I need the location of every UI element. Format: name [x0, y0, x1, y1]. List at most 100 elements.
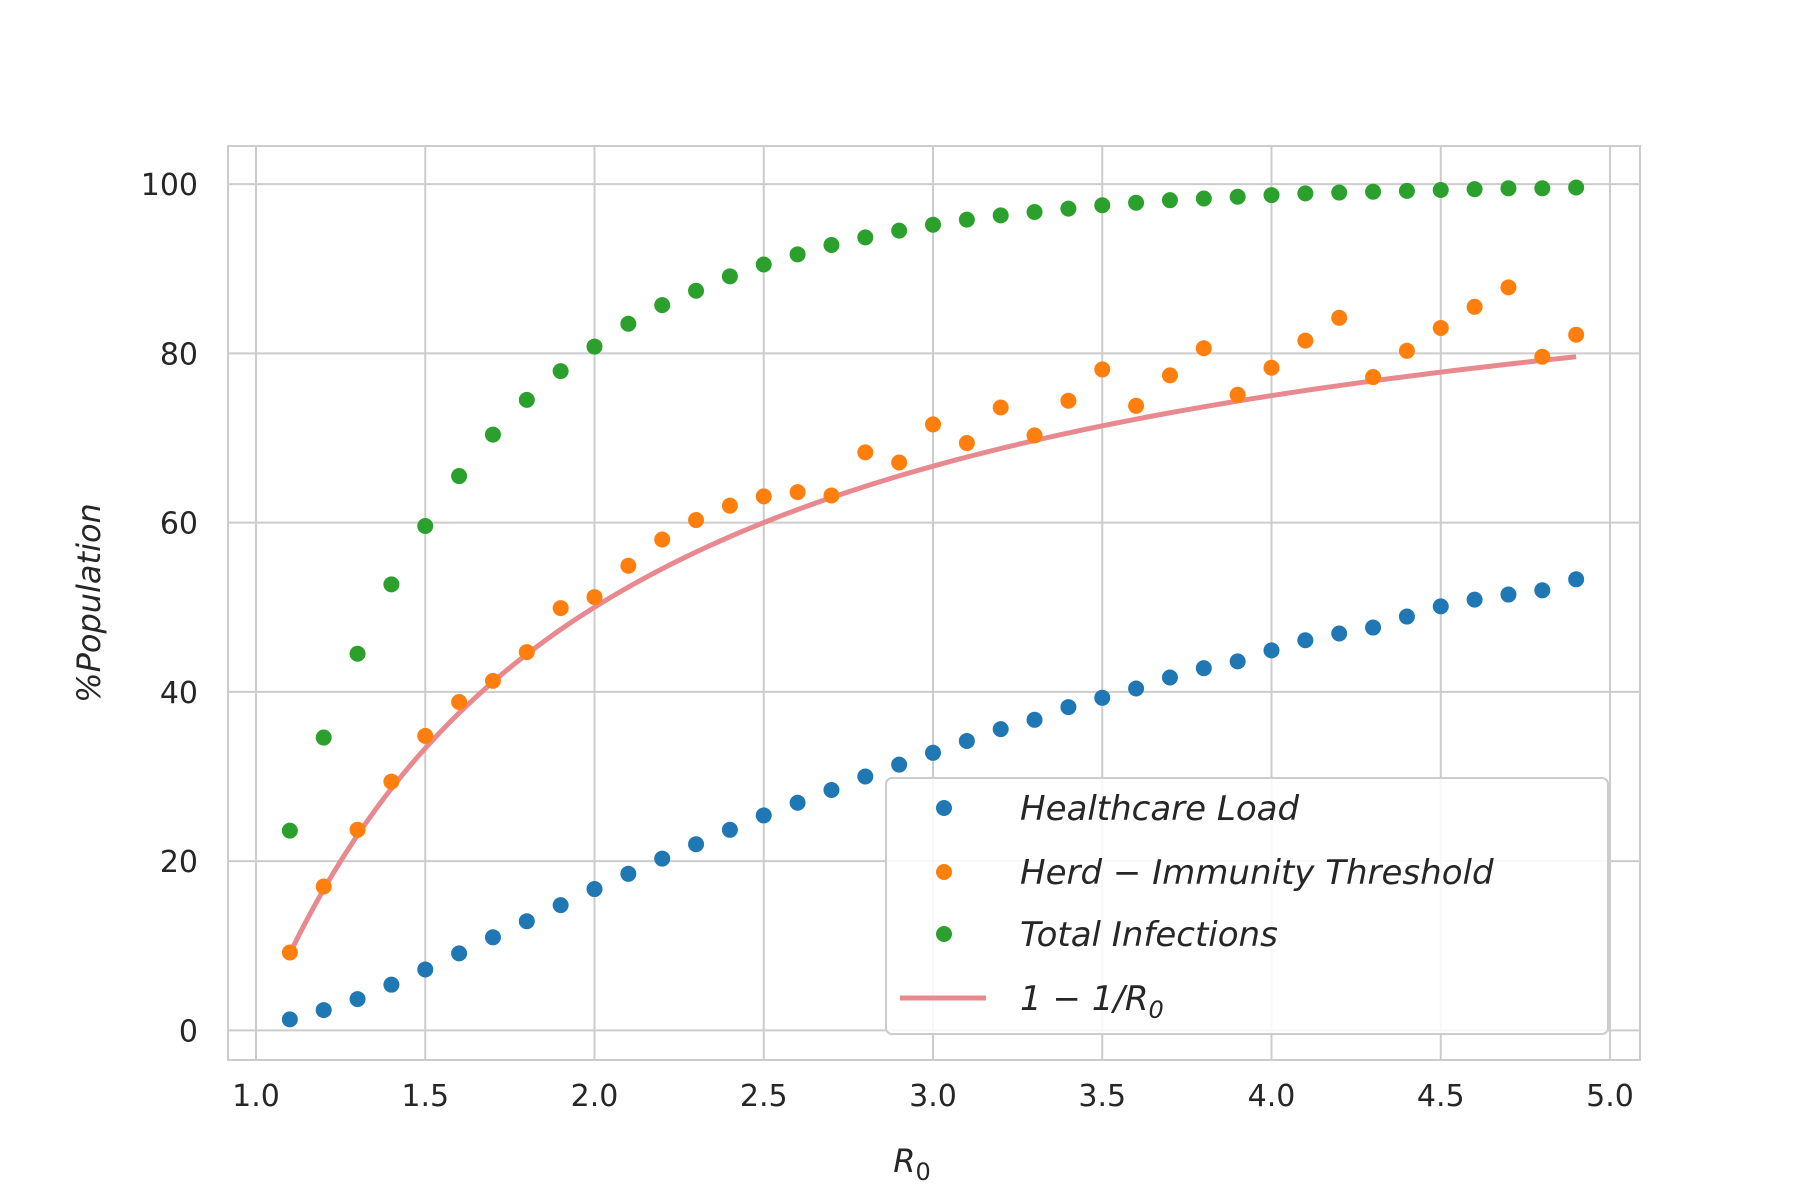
point-healthcare-load [1094, 689, 1111, 706]
point-healthcare-load [383, 976, 400, 993]
y-axis-label: %Population [70, 503, 108, 703]
point-total-infections [688, 282, 705, 299]
series-points-group [281, 179, 1585, 1028]
point-herd-immunity-threshold [1229, 386, 1246, 403]
y-tick-label: 60 [160, 507, 198, 542]
point-total-infections [1331, 184, 1348, 201]
point-healthcare-load [1534, 582, 1551, 599]
legend-marker-healthcare-load [936, 800, 952, 816]
point-healthcare-load [1331, 625, 1348, 642]
point-healthcare-load [721, 821, 738, 838]
point-total-infections [1500, 180, 1517, 197]
x-tick-label: 4.0 [1248, 1079, 1296, 1114]
x-tick-labels: 1.0 1.5 2.0 2.5 3.0 3.5 4.0 4.5 5.0 [232, 1079, 1634, 1114]
point-total-infections [925, 216, 941, 233]
point-total-infections [654, 297, 671, 314]
point-healthcare-load [1500, 586, 1517, 603]
point-total-infections [1026, 204, 1043, 221]
point-healthcare-load [857, 768, 874, 785]
point-total-infections [349, 645, 366, 662]
point-healthcare-load [1466, 591, 1483, 608]
point-total-infections [451, 468, 468, 485]
point-total-infections [1398, 182, 1415, 199]
point-healthcare-load [552, 897, 569, 914]
point-herd-immunity-threshold [484, 672, 501, 689]
point-total-infections [1094, 197, 1111, 214]
point-herd-immunity-threshold [789, 484, 806, 501]
point-healthcare-load [417, 961, 434, 978]
point-total-infections [789, 246, 806, 263]
point-healthcare-load [518, 913, 535, 930]
legend-label-total-infections: Total Infections [1020, 915, 1278, 955]
point-total-infections [1432, 182, 1449, 199]
x-tick-label: 2.5 [740, 1079, 788, 1114]
point-total-infections [1263, 187, 1280, 204]
point-healthcare-load [1161, 669, 1178, 686]
point-healthcare-load [1263, 642, 1280, 659]
point-herd-immunity-threshold [721, 497, 738, 514]
x-axis-label: R0 [893, 1142, 931, 1186]
y-tick-label: 0 [179, 1014, 198, 1049]
point-herd-immunity-threshold [1026, 427, 1043, 444]
point-herd-immunity-threshold [1466, 298, 1483, 315]
point-healthcare-load [1128, 680, 1145, 697]
point-healthcare-load [789, 794, 806, 811]
point-herd-immunity-threshold [620, 557, 637, 574]
point-herd-immunity-threshold [1060, 392, 1077, 409]
point-healthcare-load [891, 756, 908, 773]
legend-label-curve-main: 1 − 1/R [1020, 979, 1148, 1019]
legend-box [885, 777, 1609, 1035]
legend-marker-herd-immunity [936, 864, 952, 880]
x-tick-label: 3.0 [909, 1079, 957, 1114]
point-healthcare-load [1229, 653, 1246, 670]
point-healthcare-load [688, 836, 705, 853]
point-total-infections [992, 207, 1009, 224]
point-total-infections [383, 576, 400, 593]
point-herd-immunity-threshold [823, 487, 840, 504]
point-healthcare-load [484, 929, 501, 946]
point-herd-immunity-threshold [891, 454, 908, 471]
point-healthcare-load [586, 881, 603, 898]
point-herd-immunity-threshold [1263, 359, 1280, 376]
point-herd-immunity-threshold [1534, 348, 1551, 365]
point-herd-immunity-threshold [1161, 367, 1178, 384]
point-healthcare-load [1195, 660, 1212, 677]
point-herd-immunity-threshold [958, 435, 975, 452]
point-total-infections [1568, 179, 1585, 196]
point-healthcare-load [281, 1011, 298, 1028]
point-healthcare-load [1026, 711, 1043, 728]
point-healthcare-load [925, 744, 941, 761]
y-tick-label: 80 [160, 337, 198, 372]
point-total-infections [823, 237, 840, 254]
point-herd-immunity-threshold [992, 399, 1009, 416]
point-total-infections [958, 211, 975, 228]
point-healthcare-load [823, 782, 840, 799]
point-total-infections [721, 268, 738, 285]
point-herd-immunity-threshold [586, 589, 603, 606]
series-line-1-minus-inverse-r0 [287, 354, 1577, 955]
legend-marker-total-infections [936, 926, 952, 942]
point-herd-immunity-threshold [1195, 340, 1212, 357]
point-healthcare-load [958, 732, 975, 749]
point-herd-immunity-threshold [925, 416, 941, 433]
point-herd-immunity-threshold [417, 727, 434, 744]
legend: Healthcare Load Herd − Immunity Threshol… [885, 777, 1609, 1035]
point-healthcare-load [1568, 571, 1585, 588]
point-total-infections [586, 338, 603, 355]
point-herd-immunity-threshold [1128, 397, 1145, 414]
legend-label-curve: 1 − 1/R0 [1020, 979, 1164, 1024]
point-herd-immunity-threshold [1568, 326, 1585, 343]
point-herd-immunity-threshold [1432, 319, 1449, 336]
y-tick-label: 20 [160, 845, 198, 880]
point-total-infections [1534, 180, 1551, 197]
point-total-infections [281, 822, 298, 839]
y-tick-label: 40 [160, 676, 198, 711]
point-total-infections [1161, 192, 1178, 209]
point-total-infections [1195, 190, 1212, 207]
x-tick-label: 3.5 [1078, 1079, 1126, 1114]
y-tick-label: 100 [141, 168, 198, 203]
point-healthcare-load [1365, 619, 1382, 636]
point-herd-immunity-threshold [1331, 309, 1348, 326]
point-healthcare-load [315, 1002, 332, 1019]
